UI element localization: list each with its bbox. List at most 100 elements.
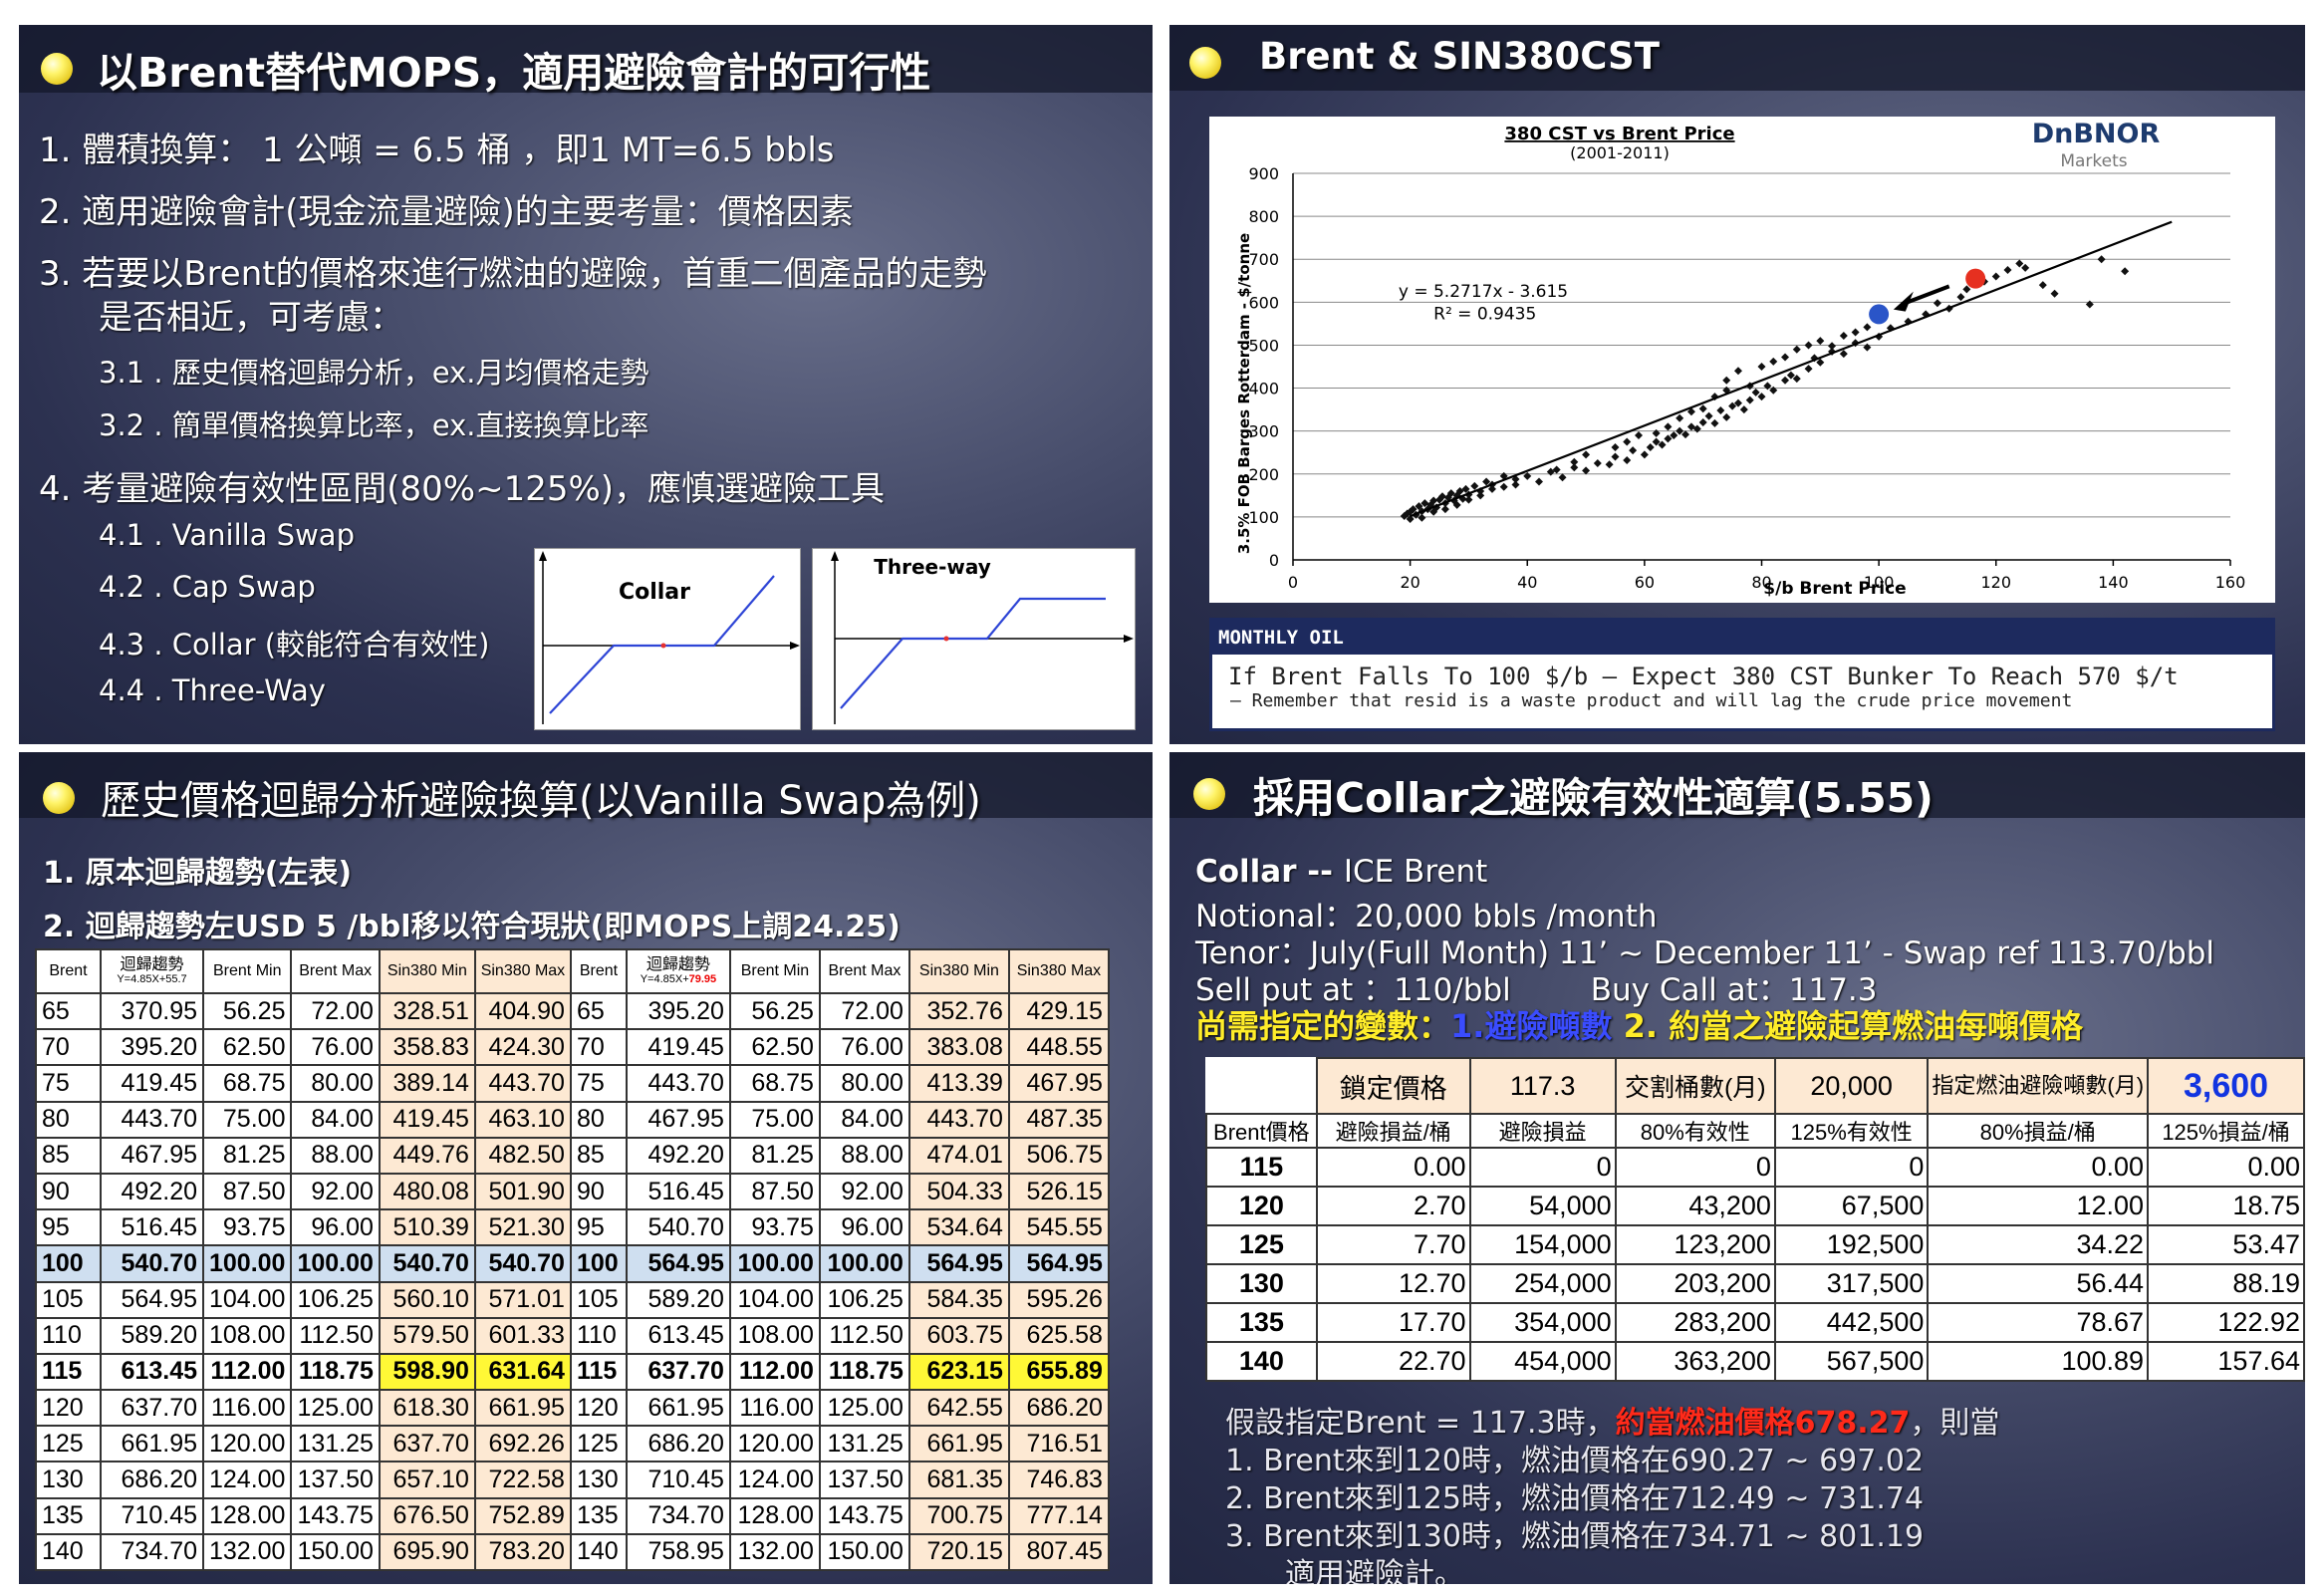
- table-cell: 637.70: [625, 1352, 731, 1392]
- title-bar: [1169, 752, 2305, 818]
- ref-point: [943, 636, 949, 642]
- col-brent-min: Brent Min: [201, 948, 293, 994]
- panel-title: 採用Collar之避險有效性適算(5.55): [1253, 774, 1934, 822]
- data-point: [1464, 495, 1473, 504]
- tonnage-value: 3,600: [2147, 1057, 2305, 1115]
- data-point: [1605, 460, 1614, 469]
- table-cell: 584.35: [907, 1280, 1010, 1319]
- table-cell: 87.50: [728, 1172, 821, 1211]
- table-cell: 655.89: [1007, 1352, 1110, 1392]
- table-row: 125 7.70 154,000 123,200 192,500 34.22 53.47: [1205, 1224, 2305, 1265]
- collar-label: Collar: [619, 580, 690, 605]
- table-cell: 125: [1205, 1224, 1318, 1265]
- data-point: [1757, 363, 1766, 371]
- bbls-label: 交割桶數(月): [1614, 1057, 1776, 1115]
- table-cell: 85: [35, 1136, 102, 1175]
- data-point: [1728, 401, 1737, 410]
- col-80-eff: 80%有效性: [1614, 1113, 1776, 1149]
- regression-table: Brent 迴歸趨勢 Y=4.85X+55.7 Brent Min Brent M…: [35, 948, 1110, 1572]
- table-cell: 676.50: [378, 1496, 476, 1535]
- panel-brent-sin380: Brent & SIN380CST 380 CST vs Brent Price…: [1169, 25, 2305, 744]
- table-cell: 115: [35, 1352, 102, 1392]
- table-cell: 75: [35, 1064, 102, 1103]
- table-cell: 53.47: [2147, 1224, 2305, 1265]
- table-cell: 777.14: [1007, 1496, 1110, 1535]
- table-cell: 95: [35, 1208, 102, 1247]
- table-cell: 492.20: [100, 1172, 204, 1211]
- data-point: [1461, 484, 1470, 493]
- table-cell: 623.15: [907, 1352, 1010, 1392]
- data-point: [1429, 496, 1438, 505]
- data-point: [1511, 480, 1520, 489]
- data-point: [2015, 259, 2024, 268]
- table-cell: 87.50: [201, 1172, 293, 1211]
- threeway-label: Three-way: [874, 555, 991, 579]
- footnote-1: 假設指定Brent = 117.3時，約當燃油價格678.27，則當: [1225, 1406, 2000, 1441]
- table-cell: 62.50: [728, 1028, 821, 1067]
- y-tick-label: 900: [1248, 164, 1279, 183]
- item-3-cont: 是否相近，可考慮：: [99, 298, 403, 338]
- data-point: [1440, 505, 1449, 514]
- table-cell: 150.00: [818, 1532, 910, 1572]
- bullet-icon: [1189, 47, 1221, 79]
- table-cell: 516.45: [100, 1208, 204, 1247]
- table-cell: 112.50: [818, 1316, 910, 1355]
- y-tick-label: 600: [1248, 293, 1279, 312]
- data-point: [1570, 457, 1579, 466]
- table-cell: 72.00: [290, 991, 381, 1031]
- table-cell: 0.00: [1315, 1147, 1471, 1188]
- table-cell: 123,200: [1614, 1224, 1776, 1265]
- table-cell: 143.75: [818, 1496, 910, 1535]
- table-row: 120 637.70 116.00 125.00 618.30 661.95 120 661.…: [35, 1389, 1110, 1428]
- data-point: [1710, 418, 1719, 427]
- table-row: 120 2.70 54,000 43,200 67,500 12.00 18.75: [1205, 1186, 2305, 1226]
- table-cell: 110: [569, 1316, 628, 1355]
- data-point: [1443, 493, 1452, 502]
- data-point: [1406, 515, 1415, 524]
- data-point: [1828, 347, 1837, 356]
- table-cell: 105: [569, 1280, 628, 1319]
- data-point: [1828, 342, 1837, 351]
- data-point: [1482, 477, 1491, 486]
- data-point: [1686, 407, 1695, 416]
- table-cell: 545.55: [1007, 1208, 1110, 1247]
- table-row: 80 443.70 75.00 84.00 419.45 463.10 80 467.95 75…: [35, 1100, 1110, 1139]
- y-tick-label: 200: [1248, 465, 1279, 484]
- table-cell: 448.55: [1007, 1028, 1110, 1067]
- table-cell: 720.15: [907, 1532, 1010, 1572]
- data-point: [1546, 467, 1555, 476]
- table-cell: 734.70: [100, 1532, 204, 1572]
- data-point: [1487, 484, 1496, 493]
- table-cell: 363,200: [1614, 1341, 1776, 1382]
- strike-line: Sell put at ：110/bbl Buy Call at：117.3: [1195, 972, 1878, 1008]
- col-sin-max-2: Sin380 Max: [1007, 948, 1110, 994]
- table-cell: 54,000: [1468, 1186, 1617, 1226]
- col-brent: Brent: [35, 948, 102, 994]
- table-cell: 686.20: [100, 1461, 204, 1499]
- collar-payoff-diagram: Collar: [534, 548, 801, 730]
- data-point: [1739, 405, 1748, 414]
- table-cell: 106.25: [818, 1280, 910, 1319]
- collar-line: Collar -- ICE Brent: [1195, 854, 1488, 890]
- table-cell: 140: [1205, 1341, 1318, 1382]
- table-row: 130 686.20 124.00 137.50 657.10 722.58 130 710.…: [35, 1461, 1110, 1499]
- table-cell: 2.70: [1315, 1186, 1471, 1226]
- data-point: [1962, 285, 1971, 294]
- data-point: [1956, 293, 1965, 302]
- x-tick-label: 160: [2215, 573, 2246, 592]
- table-cell: 84.00: [290, 1100, 381, 1139]
- table-row: 110 589.20 108.00 112.50 579.50 601.33 110 613.…: [35, 1316, 1110, 1355]
- col-125-per-bbl: 125%損益/桶: [2147, 1113, 2305, 1149]
- table-cell: 70: [35, 1028, 102, 1067]
- data-point: [1535, 477, 1544, 486]
- table-cell: 589.20: [100, 1316, 204, 1355]
- table-cell: 254,000: [1468, 1263, 1617, 1304]
- table-cell: 78.67: [1927, 1302, 2150, 1343]
- trend-formula: Y=4.85X+55.7: [117, 972, 187, 985]
- col-trend: 迴歸趨勢 Y=4.85X+55.7: [100, 948, 204, 994]
- table-cell: 540.70: [378, 1244, 476, 1283]
- gridlines: [1292, 172, 2231, 566]
- data-point: [1922, 310, 1931, 319]
- table-cell: 370.95: [100, 991, 204, 1031]
- table-cell: 734.70: [625, 1496, 731, 1535]
